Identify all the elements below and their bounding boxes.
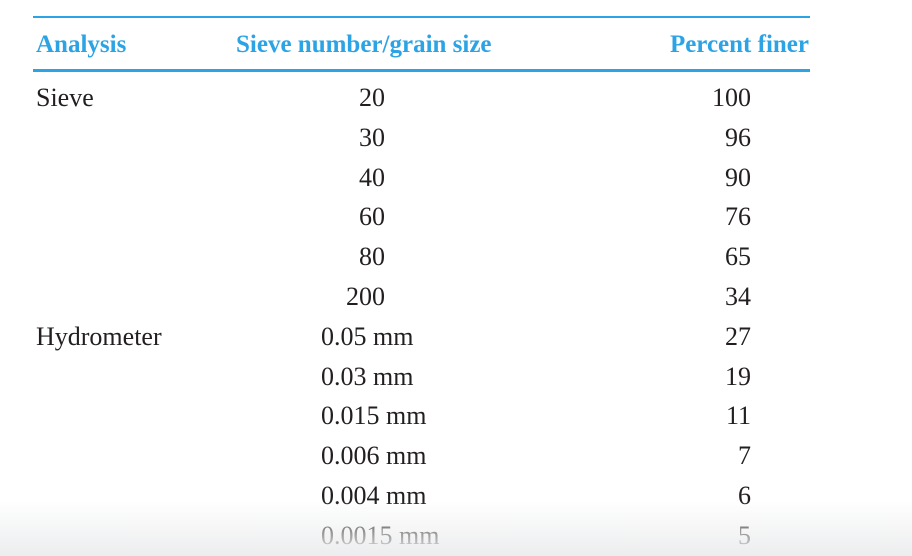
sieve-size-cell: 80 — [359, 242, 385, 272]
table-row: 80 65 — [33, 239, 810, 279]
table-row: 0.015 mm 11 — [33, 398, 810, 438]
sieve-size-cell: 40 — [359, 162, 385, 192]
sieve-size-cell: 200 — [346, 281, 385, 311]
percent-finer-cell: 65 — [725, 242, 751, 272]
percent-finer-cell: 11 — [725, 401, 751, 431]
table-row: 40 90 — [33, 160, 810, 200]
percent-finer-cell: 100 — [712, 83, 751, 112]
header-percent-finer: Percent finer — [669, 31, 809, 58]
analysis-cell: Sieve — [36, 83, 94, 112]
table-row: 0.006 mm 7 — [33, 438, 810, 478]
percent-finer-cell: 34 — [725, 281, 751, 311]
percent-finer-cell: 6 — [738, 480, 751, 510]
sieve-size-cell: 20 — [359, 83, 385, 112]
header-sieve-number: Sieve number/grain size — [236, 31, 492, 58]
table-top-rule — [33, 16, 810, 18]
table-header-rule — [33, 69, 810, 72]
grain-size-cell: 0.0015 mm — [321, 520, 440, 550]
percent-finer-cell: 76 — [725, 202, 751, 232]
percent-finer-cell: 7 — [738, 441, 751, 471]
table-row: 60 76 — [33, 199, 810, 239]
percent-finer-cell: 27 — [725, 321, 751, 351]
header-analysis: Analysis — [36, 31, 127, 58]
table-row: 0.0015 mm 5 — [33, 518, 810, 556]
sieve-size-cell: 30 — [359, 122, 385, 152]
table-row: 200 34 — [33, 279, 810, 319]
table-row: 30 96 — [33, 120, 810, 160]
grain-size-cell: 0.03 mm — [321, 361, 414, 391]
percent-finer-cell: 90 — [725, 162, 751, 192]
analysis-cell: Hydrometer — [36, 321, 162, 351]
percent-finer-cell: 5 — [738, 520, 751, 550]
grain-size-cell: 0.015 mm — [321, 401, 427, 431]
table-row: Sieve 20 100 — [33, 80, 810, 120]
grain-size-cell: 0.05 mm — [321, 321, 414, 351]
sieve-size-cell: 60 — [359, 202, 385, 232]
table-row: 0.004 mm 6 — [33, 478, 810, 518]
table-row: 0.03 mm 19 — [33, 359, 810, 399]
grain-size-cell: 0.004 mm — [321, 480, 427, 510]
percent-finer-cell: 19 — [725, 361, 751, 391]
table-row: Hydrometer 0.05 mm 27 — [33, 319, 810, 359]
table-body: Sieve 20 100 30 96 40 90 60 76 80 65 200… — [33, 80, 810, 556]
grain-size-cell: 0.006 mm — [321, 441, 427, 471]
percent-finer-cell: 96 — [725, 122, 751, 152]
